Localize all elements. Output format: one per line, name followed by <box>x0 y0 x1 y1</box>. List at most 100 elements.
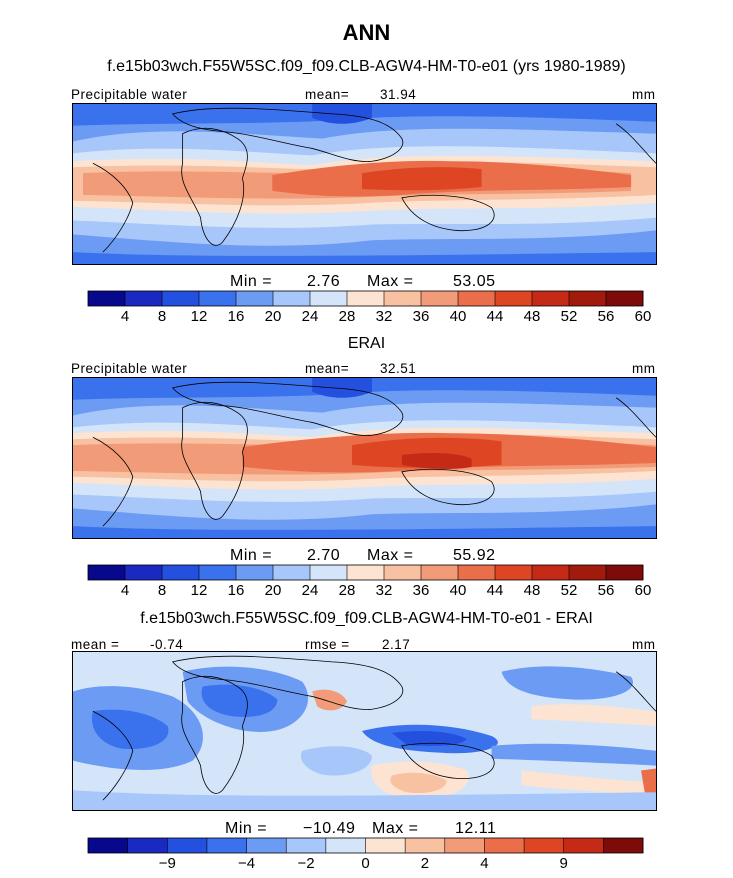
panel1-field-label: Precipitable water <box>71 87 188 102</box>
colorbar-tick-label: 60 <box>635 308 652 325</box>
colorbar-tick-label: 52 <box>561 308 578 325</box>
colorbar-box <box>495 291 533 306</box>
colorbar-tick-label: 40 <box>450 308 467 325</box>
colorbar-tick-label: 20 <box>265 308 282 325</box>
colorbar-box <box>444 838 485 853</box>
colorbar-box <box>532 291 570 306</box>
panel1-max-value: 53.05 <box>453 273 496 290</box>
colorbar-box <box>603 838 644 853</box>
colorbar-box <box>88 291 126 306</box>
colorbar-box <box>236 565 274 580</box>
colorbar-box <box>127 838 168 853</box>
colorbar-border <box>87 290 644 307</box>
colorbar-tick-label: 32 <box>376 308 393 325</box>
colorbar-box <box>310 565 348 580</box>
colorbar-tick-label: 12 <box>191 582 208 599</box>
panel1-mean-label: mean= <box>305 87 350 102</box>
panel3-max-value: 12.11 <box>455 820 497 837</box>
colorbar-box <box>606 291 644 306</box>
colorbar-box <box>384 291 422 306</box>
panel1-mean-value: 31.94 <box>380 87 417 102</box>
colorbar-tick-label: 52 <box>561 582 578 599</box>
colorbar-box <box>495 565 533 580</box>
colorbar-box <box>325 838 366 853</box>
colorbar-tick-label: 12 <box>191 308 208 325</box>
field-bands <box>73 378 656 538</box>
panel2-mean-value: 32.51 <box>380 361 417 376</box>
colorbar-box <box>563 838 604 853</box>
colorbar-box <box>88 838 129 853</box>
colorbar-tick-label: 36 <box>413 308 430 325</box>
colorbar-box <box>458 565 496 580</box>
colorbar-box <box>162 565 200 580</box>
colorbar-tick-label: 16 <box>228 308 245 325</box>
colorbar-tick-label: 60 <box>635 582 652 599</box>
panel3-mean-label: mean = <box>71 637 120 652</box>
panel3-map <box>72 651 657 811</box>
colorbar-tick-label: 24 <box>302 308 319 325</box>
panel1-min-value: 2.76 <box>307 273 341 290</box>
panel2-min-value: 2.70 <box>307 547 341 564</box>
panel3-min-label: Min = <box>225 820 268 837</box>
colorbar-tick-label: 9 <box>560 855 568 872</box>
colorbar-box <box>199 565 237 580</box>
colorbar-box <box>236 291 274 306</box>
colorbar-tick-label: 28 <box>339 582 356 599</box>
colorbar-tick-label: 32 <box>376 582 393 599</box>
coastlines <box>92 655 656 801</box>
colorbar-tick-label: 44 <box>487 308 504 325</box>
colorbar-box <box>125 291 163 306</box>
panel2-max-value: 55.92 <box>453 547 496 564</box>
colorbar-tick-label: 56 <box>598 582 615 599</box>
panel1-map <box>72 103 657 265</box>
colorbar-tick-label: 16 <box>228 582 245 599</box>
colorbar-box <box>273 565 311 580</box>
panel3-units: mm <box>632 637 656 652</box>
colorbar-box <box>310 291 348 306</box>
panel3-rmse-label: rmse = <box>305 637 350 652</box>
colorbar-tick-label: 2 <box>421 855 429 872</box>
colorbar-box <box>569 291 607 306</box>
colorbar-tick-label: −9 <box>159 855 176 872</box>
colorbar-tick-label: 28 <box>339 308 356 325</box>
colorbar-box <box>405 838 446 853</box>
coastlines <box>92 107 656 253</box>
colorbar-box <box>167 838 208 853</box>
panel1-colorbar: 4 8 12 16 20 24 28 32 36 40 44 48 52 56 60 <box>87 290 651 325</box>
colorbar-box <box>206 838 248 853</box>
panel3-max-label: Max = <box>372 820 419 837</box>
colorbar-box <box>421 565 459 580</box>
colorbar-box <box>458 291 496 306</box>
colorbar-tick-label: 36 <box>413 582 430 599</box>
colorbar-tick-label: −4 <box>238 855 255 872</box>
panel1-title: f.e15b03wch.F55W5SC.f09_f09.CLB-AGW4-HM-… <box>107 58 626 75</box>
colorbar-box <box>286 838 327 853</box>
colorbar-box <box>246 838 287 853</box>
panel3-min-value: −10.49 <box>303 820 356 837</box>
colorbar-box <box>273 291 311 306</box>
panel2-max-label: Max = <box>367 547 414 564</box>
colorbar-tick-label: 0 <box>361 855 369 872</box>
colorbar-box <box>606 565 644 580</box>
colorbar-box <box>88 565 126 580</box>
colorbar-tick-label: 48 <box>524 582 541 599</box>
colorbar-tick-label: 4 <box>480 855 488 872</box>
colorbar-tick-label: 40 <box>450 582 467 599</box>
panel2-field-label: Precipitable water <box>71 361 188 376</box>
panel2-map <box>72 377 657 539</box>
panel1-min-label: Min = <box>230 273 273 290</box>
colorbar-tick-label: 4 <box>121 308 129 325</box>
colorbar-tick-label: 4 <box>121 582 129 599</box>
colorbar-box <box>199 291 237 306</box>
panel3-colorbar: −9 −4 −2 0 2 4 9 <box>87 837 644 872</box>
panel3-title: f.e15b03wch.F55W5SC.f09_f09.CLB-AGW4-HM-… <box>140 610 593 627</box>
panel3-rmse-value: 2.17 <box>382 637 411 652</box>
colorbar-box <box>421 291 459 306</box>
colorbar-box <box>162 291 200 306</box>
colorbar-box <box>384 565 422 580</box>
panel3-mean-value: -0.74 <box>150 637 184 652</box>
colorbar-box <box>484 838 525 853</box>
colorbar-box <box>347 291 385 306</box>
colorbar-tick-label: 44 <box>487 582 504 599</box>
panel2-mean-label: mean= <box>305 361 350 376</box>
